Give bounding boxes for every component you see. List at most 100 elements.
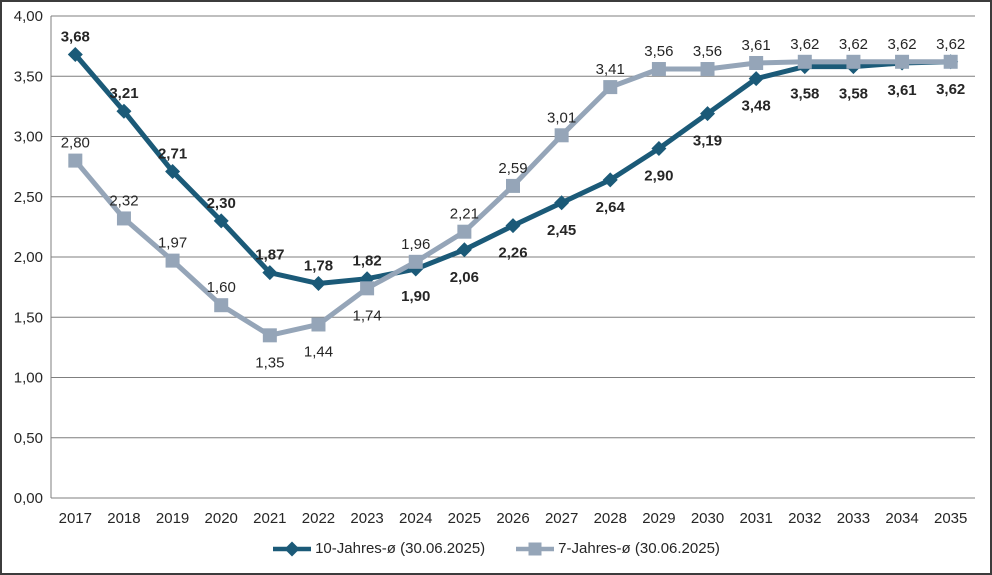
data-point-label: 3,62 — [887, 36, 916, 53]
data-point-marker — [165, 163, 181, 179]
data-point-label: 2,80 — [61, 135, 90, 152]
data-point-marker — [749, 55, 764, 70]
data-point-label: 3,62 — [839, 36, 868, 53]
y-tick-label: 1,50 — [14, 309, 43, 326]
data-point-label: 1,44 — [304, 343, 333, 360]
data-point-marker — [68, 153, 83, 168]
data-point-marker — [895, 54, 910, 69]
legend-square-marker-icon — [516, 542, 555, 555]
data-point-label: 3,62 — [936, 36, 965, 53]
data-point-marker — [603, 80, 618, 95]
data-point-label: 1,82 — [353, 253, 382, 270]
data-point-label: 2,26 — [498, 245, 527, 262]
data-point-marker — [506, 178, 520, 193]
data-point-label: 3,56 — [644, 43, 673, 60]
data-point-marker — [116, 211, 131, 226]
data-point-marker — [651, 141, 667, 157]
x-tick-label: 2021 — [253, 510, 286, 527]
data-point-marker — [213, 213, 229, 229]
data-point-label: 3,61 — [742, 37, 771, 54]
y-tick-label: 2,50 — [14, 189, 43, 206]
data-point-label: 2,06 — [450, 269, 479, 286]
x-tick-label: 2032 — [788, 510, 821, 527]
data-point-label: 2,59 — [498, 160, 527, 177]
data-point-label: 3,56 — [693, 43, 722, 60]
data-point-label: 2,45 — [547, 222, 576, 239]
data-point-marker — [456, 242, 472, 258]
data-point-label: 2,71 — [158, 145, 187, 162]
data-point-label: 1,90 — [401, 288, 430, 305]
data-point-marker — [554, 128, 569, 143]
data-point-marker — [748, 71, 764, 87]
data-point-label: 1,97 — [158, 235, 187, 252]
data-point-label: 1,96 — [401, 236, 430, 253]
legend-square-shape — [528, 542, 542, 555]
x-tick-label: 2028 — [594, 510, 627, 527]
data-point-label: 3,21 — [109, 85, 138, 102]
data-point-label: 3,62 — [936, 81, 965, 98]
data-point-marker — [651, 62, 666, 77]
data-point-label: 3,61 — [887, 82, 916, 99]
x-tick-label: 2027 — [545, 510, 578, 527]
y-tick-label: 0,50 — [14, 430, 43, 447]
data-point-marker — [505, 218, 521, 234]
data-point-marker — [262, 265, 278, 281]
legend-label-7-jahres: 7-Jahres-ø (30.06.2025) — [558, 540, 720, 557]
x-tick-label: 2026 — [496, 510, 529, 527]
x-tick-label: 2025 — [448, 510, 481, 527]
y-tick-label: 0,00 — [14, 490, 43, 507]
data-point-label: 3,48 — [742, 98, 771, 115]
data-point-label: 1,74 — [353, 307, 382, 324]
data-point-label: 3,19 — [693, 133, 722, 150]
chart-canvas: 4,00 3,50 3,00 2,50 2,00 1,50 1,00 0,50 0,00 2017… — [14, 8, 975, 527]
data-point-marker — [67, 47, 83, 63]
y-tick-label: 4,00 — [14, 8, 43, 25]
data-point-marker — [602, 172, 618, 188]
data-point-label: 1,78 — [304, 258, 333, 275]
data-point-marker — [360, 281, 375, 296]
legend-diamond-shape — [284, 541, 300, 556]
data-point-label: 1,60 — [207, 279, 236, 296]
legend-item-10-jahres: 10-Jahres-ø (30.06.2025) — [272, 540, 485, 557]
y-tick-label: 3,00 — [14, 129, 43, 146]
x-tick-label: 2023 — [350, 510, 383, 527]
x-tick-label: 2029 — [642, 510, 675, 527]
data-point-marker — [457, 224, 472, 239]
data-point-marker — [116, 103, 132, 119]
x-tick-label: 2030 — [691, 510, 724, 527]
data-point-marker — [310, 276, 326, 292]
data-point-label: 2,30 — [207, 195, 236, 212]
data-point-label: 3,58 — [790, 86, 819, 103]
x-tick-label: 2019 — [156, 510, 189, 527]
legend-label-10-jahres: 10-Jahres-ø (30.06.2025) — [315, 540, 486, 557]
data-point-label: 2,32 — [109, 192, 138, 209]
legend-item-7-jahres: 7-Jahres-ø (30.06.2025) — [515, 540, 720, 557]
data-point-marker — [797, 54, 812, 69]
x-tick-label: 2017 — [59, 510, 92, 527]
x-tick-label: 2020 — [205, 510, 238, 527]
data-point-marker — [943, 54, 958, 69]
x-tick-label: 2022 — [302, 510, 335, 527]
data-point-label: 2,21 — [450, 206, 479, 223]
data-point-marker — [262, 328, 277, 343]
data-point-label: 3,68 — [61, 29, 90, 46]
y-tick-label: 3,50 — [14, 68, 43, 85]
x-tick-label: 2034 — [885, 510, 918, 527]
y-tick-label: 2,00 — [14, 249, 43, 266]
y-tick-label: 1,00 — [14, 370, 43, 387]
data-point-marker — [846, 54, 861, 69]
x-tick-label: 2018 — [107, 510, 140, 527]
x-tick-label: 2033 — [837, 510, 870, 527]
data-point-label: 3,01 — [547, 109, 576, 126]
data-point-marker — [214, 298, 229, 313]
data-point-label: 3,41 — [596, 61, 625, 78]
data-point-marker — [700, 106, 716, 122]
data-point-marker — [408, 254, 423, 269]
x-tick-label: 2035 — [934, 510, 967, 527]
x-tick-label: 2031 — [739, 510, 772, 527]
data-point-marker — [311, 317, 326, 332]
x-tick-label: 2024 — [399, 510, 432, 527]
chart-legend: 10-Jahres-ø (30.06.2025) 7-Jahres-ø (30.… — [2, 540, 990, 557]
legend-diamond-marker-icon — [273, 541, 312, 556]
